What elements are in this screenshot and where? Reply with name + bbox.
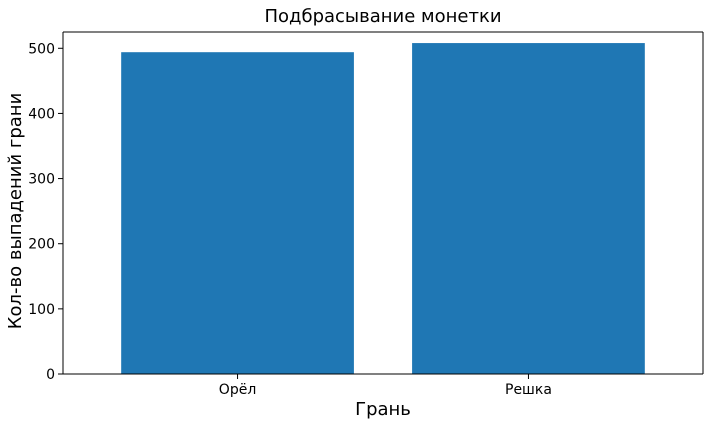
chart-title: Подбрасывание монетки: [264, 6, 501, 27]
y-tick-label: 300: [28, 172, 55, 188]
plot-area: 0 100 200 300 400 500 Орёл Решка: [28, 31, 704, 398]
x-tick-label: Решка: [505, 382, 552, 398]
x-tick-label: Орёл: [219, 382, 256, 398]
y-axis-label: Кол-во выпадений грани: [5, 93, 26, 330]
y-tick-label: 400: [28, 106, 55, 122]
bar: [121, 52, 354, 375]
bar: [412, 43, 645, 375]
y-tick-label: 0: [46, 367, 55, 383]
y-tick-label: 100: [28, 302, 55, 318]
y-tick-label: 500: [28, 41, 55, 57]
x-axis-label: Грань: [355, 399, 411, 420]
y-tick-label: 200: [28, 237, 55, 253]
